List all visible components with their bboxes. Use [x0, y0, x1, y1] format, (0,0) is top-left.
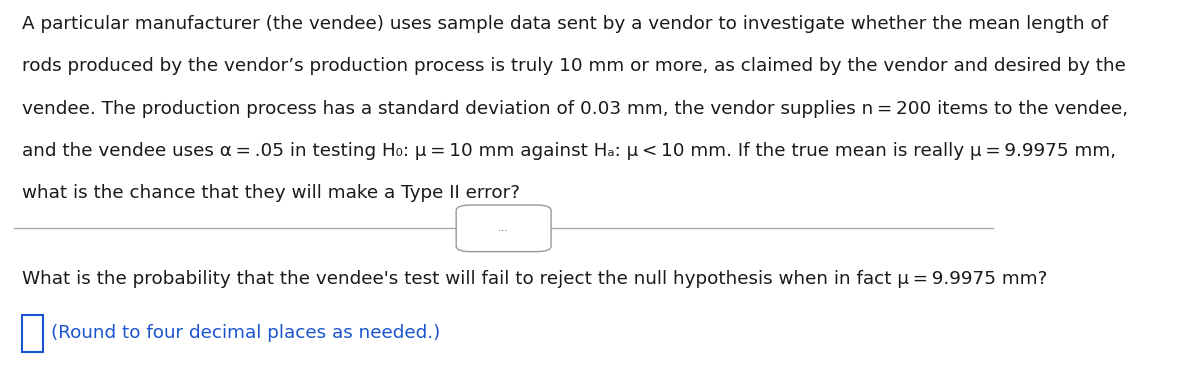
Text: A particular manufacturer (the vendee) uses sample data sent by a vendor to inve: A particular manufacturer (the vendee) u… — [22, 15, 1109, 33]
FancyBboxPatch shape — [22, 315, 43, 352]
Text: vendee. The production process has a standard deviation of 0.03 mm, the vendor s: vendee. The production process has a sta… — [22, 99, 1128, 117]
FancyBboxPatch shape — [456, 205, 551, 252]
Text: rods produced by the vendor’s production process is truly 10 mm or more, as clai: rods produced by the vendor’s production… — [22, 57, 1126, 75]
Text: (Round to four decimal places as needed.): (Round to four decimal places as needed.… — [52, 324, 440, 342]
Text: What is the probability that the vendee's test will fail to reject the null hypo: What is the probability that the vendee'… — [22, 270, 1048, 288]
Text: what is the chance that they will make a Type II error?: what is the chance that they will make a… — [22, 184, 520, 202]
Text: and the vendee uses α = .05 in testing H₀: μ = 10 mm against Hₐ: μ < 10 mm. If t: and the vendee uses α = .05 in testing H… — [22, 142, 1116, 160]
Text: ...: ... — [498, 224, 509, 233]
